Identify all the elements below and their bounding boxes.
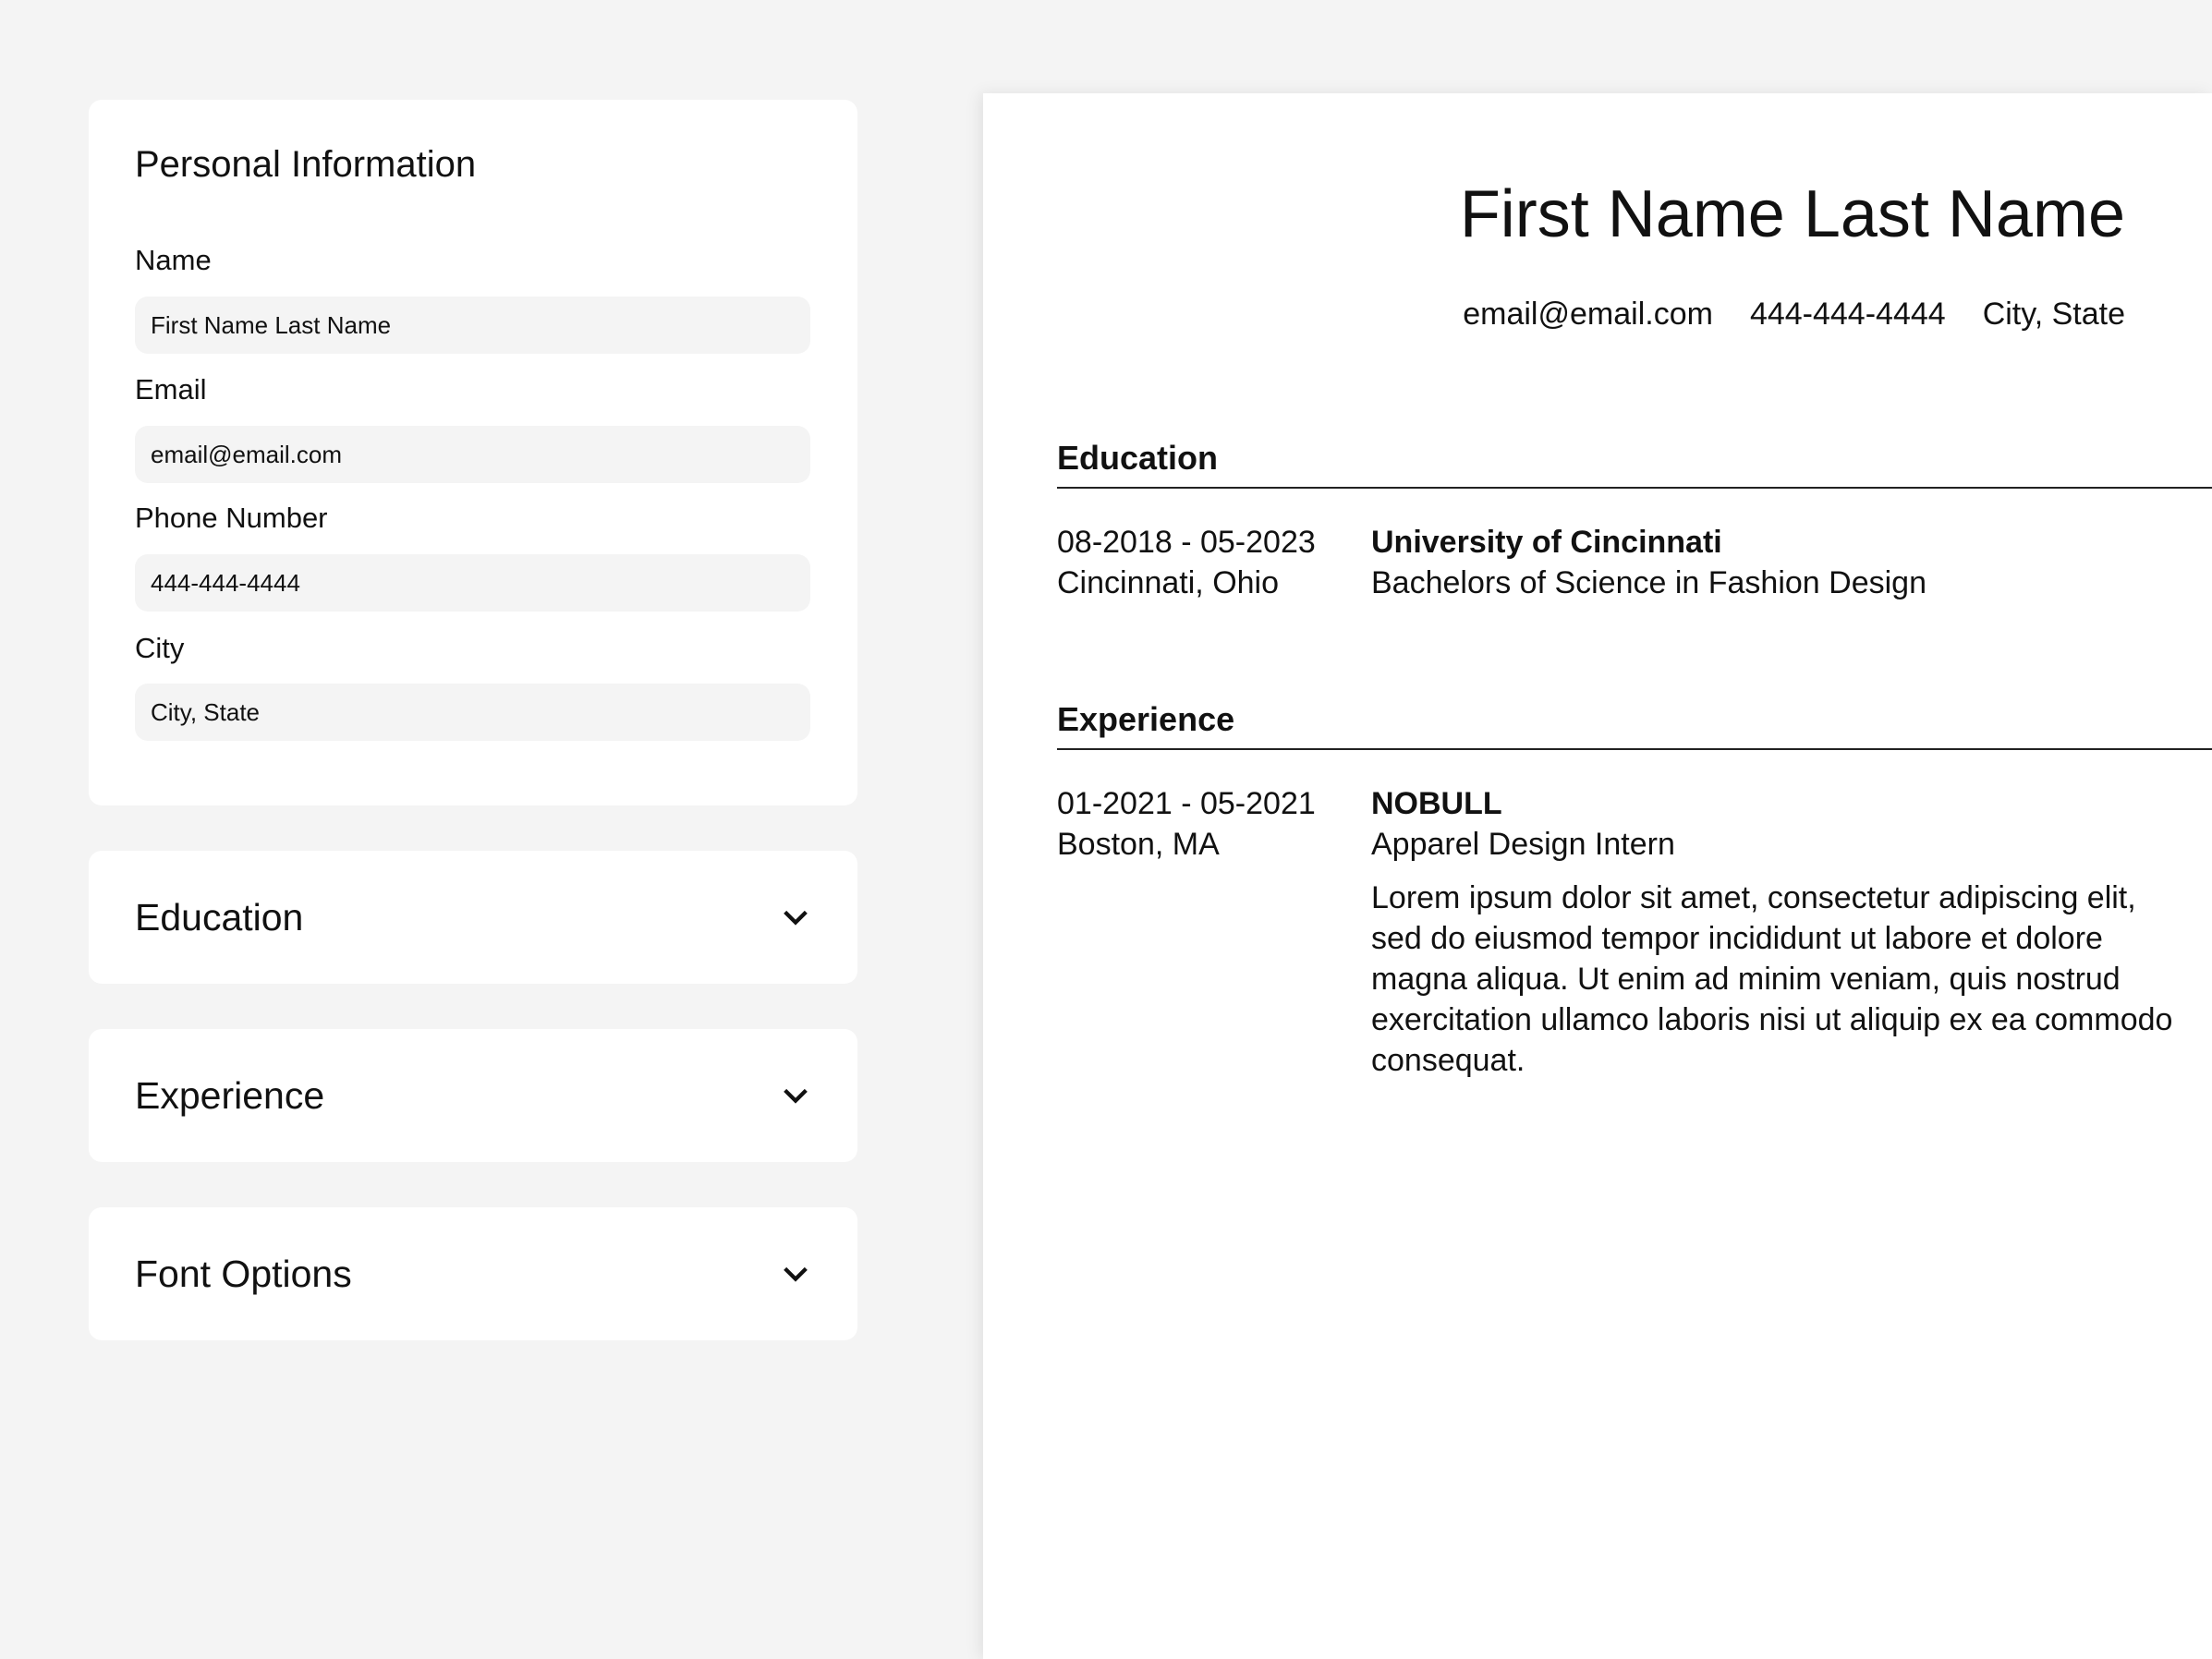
resume-email: email@email.com: [1463, 297, 1713, 332]
education-school: University of Cincinnati: [1371, 525, 1722, 560]
resume-contact: email@email.com 444-444-4444 City, State: [1463, 297, 2125, 333]
resume-preview: First Name Last Name email@email.com 444…: [983, 93, 2212, 1659]
experience-company: NOBULL: [1371, 786, 1502, 821]
city-input[interactable]: [135, 684, 810, 741]
name-label: Name: [135, 244, 212, 276]
phone-input[interactable]: [135, 554, 810, 612]
education-dates: 08-2018 - 05-2023: [1057, 525, 1316, 560]
personal-information-title: Personal Information: [135, 144, 477, 185]
resume-education-section: Education 08-2018 - 05-2023 Cincinnati, …: [1057, 439, 2212, 603]
experience-accordion-title: Experience: [135, 1073, 325, 1117]
education-accordion-title: Education: [135, 895, 304, 938]
chevron-down-icon[interactable]: [780, 1258, 811, 1290]
city-label: City: [135, 632, 185, 664]
experience-place: Boston, MA: [1057, 827, 1220, 862]
email-input[interactable]: [135, 426, 810, 483]
education-degree: Bachelors of Science in Fashion Design: [1371, 565, 1926, 600]
name-input[interactable]: [135, 297, 810, 354]
font-options-accordion[interactable]: Font Options: [89, 1207, 857, 1340]
chevron-down-icon[interactable]: [780, 1080, 811, 1111]
education-heading: Education: [1057, 439, 2212, 489]
experience-entry: 01-2021 - 05-2021 Boston, MA NOBULL Appa…: [1057, 783, 2212, 1081]
chevron-down-icon[interactable]: [780, 902, 811, 933]
resume-phone: 444-444-4444: [1749, 297, 1946, 332]
resume-name: First Name Last Name: [1459, 177, 2125, 251]
resume-experience-section: Experience 01-2021 - 05-2021 Boston, MA …: [1057, 700, 2212, 1081]
experience-description: Lorem ipsum dolor sit amet, consectetur …: [1371, 880, 2173, 1078]
resume-location: City, State: [1982, 297, 2125, 332]
font-options-accordion-title: Font Options: [135, 1252, 352, 1295]
experience-position: Apparel Design Intern: [1371, 827, 1675, 862]
education-accordion[interactable]: Education: [89, 851, 857, 984]
experience-heading: Experience: [1057, 700, 2212, 750]
personal-information-card: Personal Information Name Email Phone Nu…: [89, 100, 857, 805]
experience-accordion[interactable]: Experience: [89, 1029, 857, 1162]
education-entry: 08-2018 - 05-2023 Cincinnati, Ohio Unive…: [1057, 522, 2212, 603]
experience-dates: 01-2021 - 05-2021: [1057, 786, 1316, 821]
phone-label: Phone Number: [135, 502, 328, 534]
email-label: Email: [135, 373, 207, 406]
education-place: Cincinnati, Ohio: [1057, 565, 1280, 600]
